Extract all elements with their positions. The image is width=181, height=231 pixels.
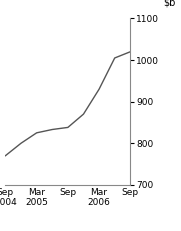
Text: $b: $b	[163, 0, 175, 7]
